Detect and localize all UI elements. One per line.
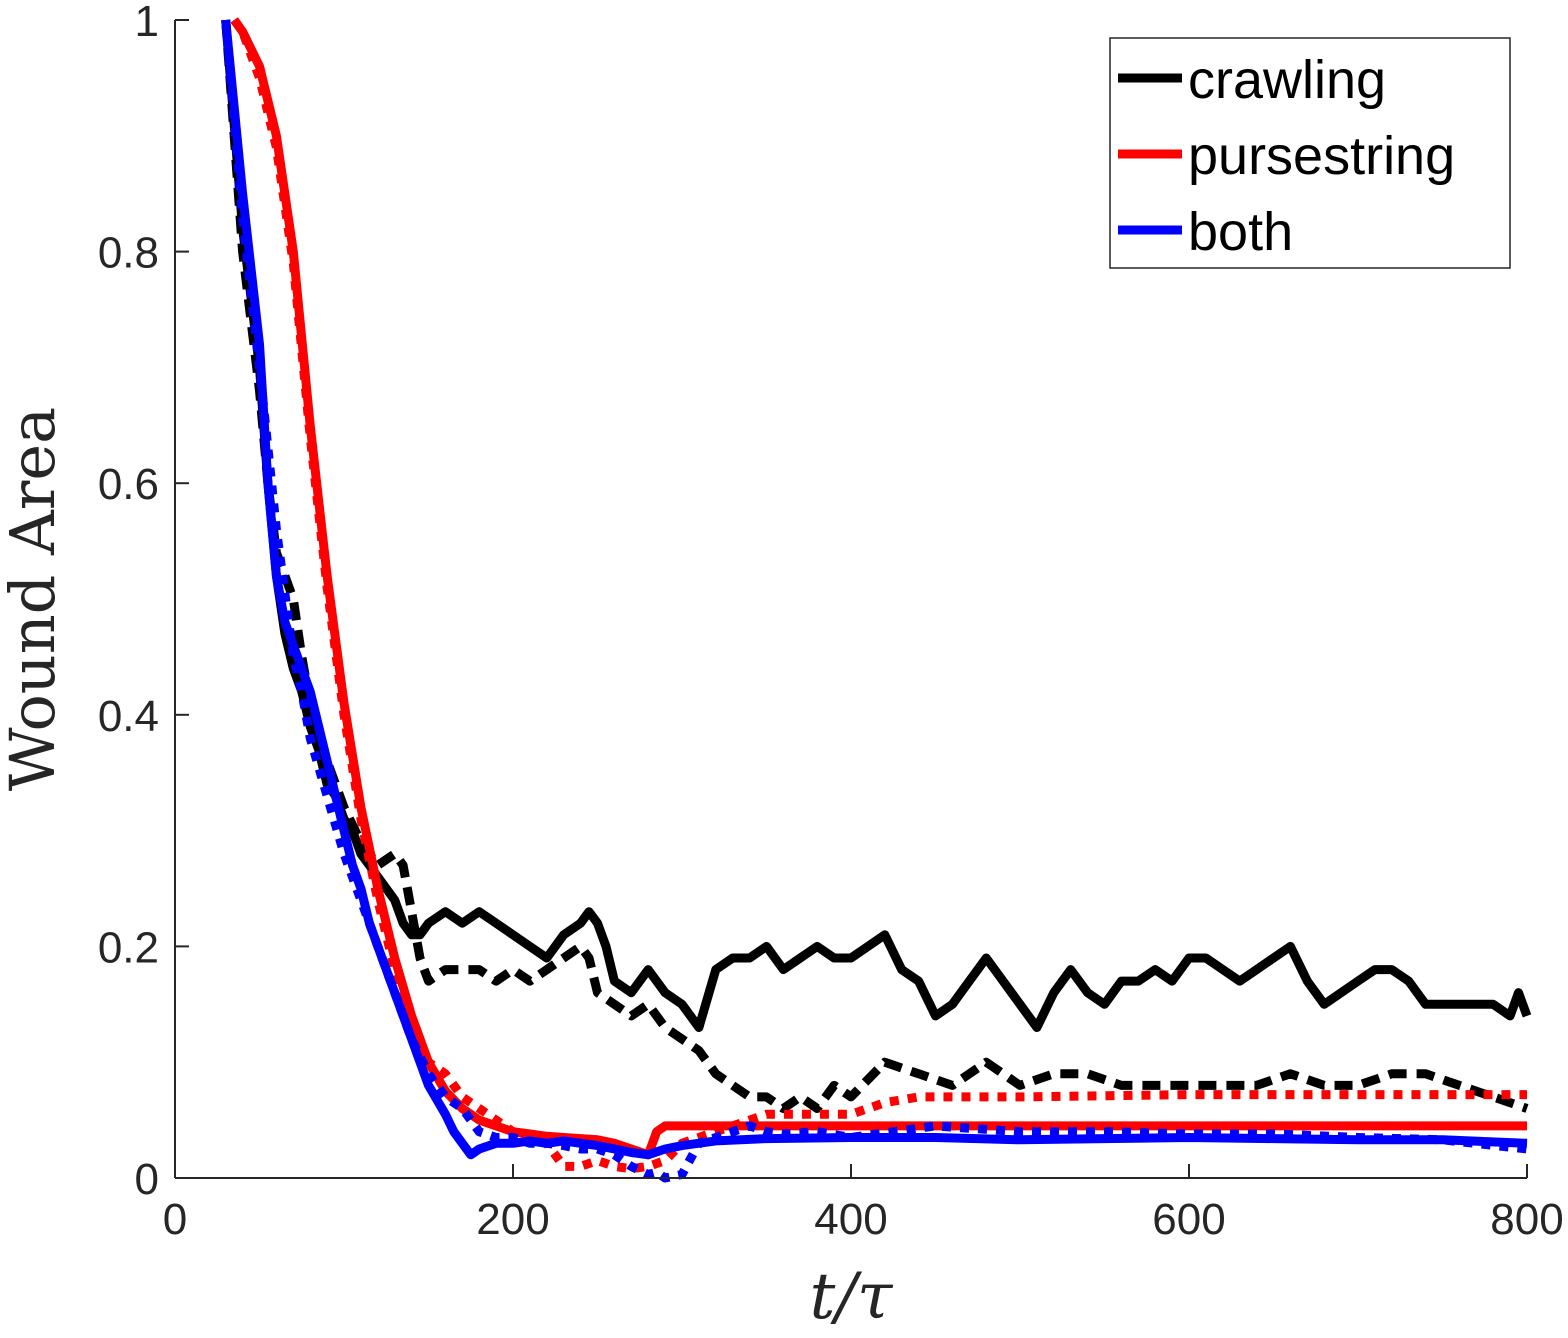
x-tick-label: 400: [814, 1195, 887, 1244]
series-layer: [221, 17, 1532, 1183]
y-tick-label: 0.4: [98, 692, 159, 741]
y-tick-label: 0.6: [98, 460, 159, 509]
y-tick-label: 0: [135, 1155, 159, 1204]
legend-label-crawling: crawling: [1188, 50, 1386, 110]
x-tick-label: 800: [1490, 1195, 1563, 1244]
series-line-pursestring-dotted: [230, 17, 1527, 1174]
series-line-crawling-dashed: [221, 19, 1529, 1113]
y-axis-title: Wound Area: [0, 407, 69, 791]
y-tick-label: 0.2: [98, 923, 159, 972]
y-tick-label: 1: [135, 0, 159, 46]
legend-label-pursestring: pursestring: [1188, 126, 1455, 186]
tick-layer: 0 200 400 600 800 0 0.2 0.4 0.6 0.8 1: [98, 0, 1564, 1244]
series-line-both-dotted: [221, 19, 1528, 1183]
x-tick-label: 0: [163, 1195, 187, 1244]
x-tick-label: 200: [476, 1195, 549, 1244]
legend: crawling pursestring both: [1109, 37, 1511, 269]
x-tick-label: 600: [1152, 1195, 1225, 1244]
y-tick-label: 0.8: [98, 229, 159, 278]
legend-label-both: both: [1188, 202, 1293, 262]
x-axis-title: t/τ: [810, 1260, 894, 1334]
series-line-both-solid: [221, 19, 1528, 1160]
